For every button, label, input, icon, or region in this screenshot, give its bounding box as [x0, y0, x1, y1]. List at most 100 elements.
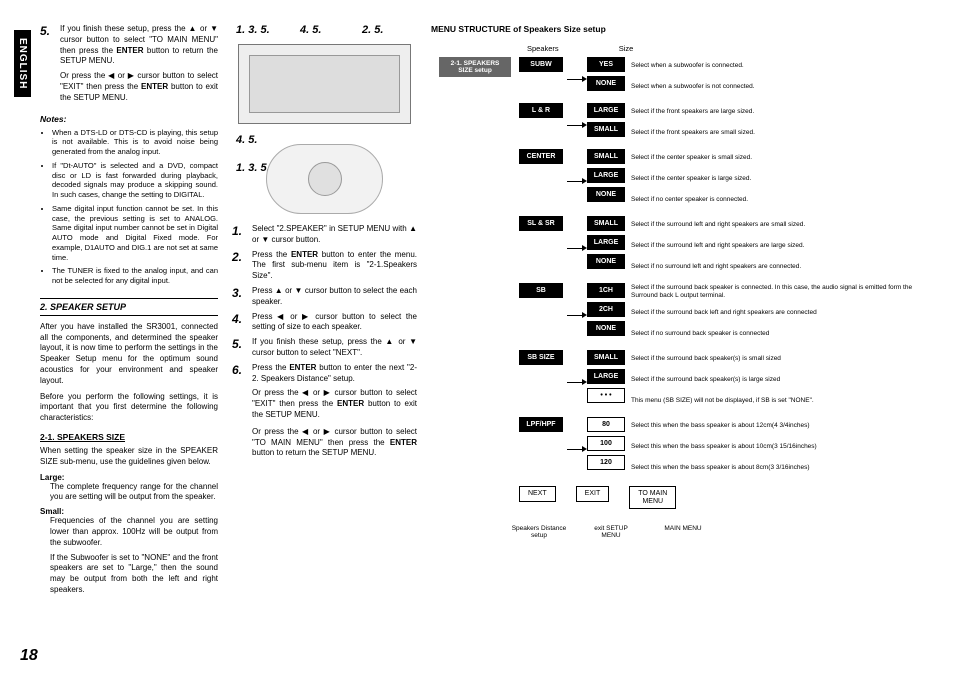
definition-body: If the Subwoofer is set to "NONE" and th… — [50, 553, 218, 596]
flow-option: 100 — [587, 436, 625, 451]
arrow-icon — [567, 449, 587, 450]
flow-option: LARGE — [587, 235, 625, 250]
step: 6.Press the ENTER button to enter the ne… — [232, 363, 417, 385]
step-number: 3. — [232, 286, 252, 300]
note-item: When a DTS-LD or DTS-CD is playing, this… — [52, 128, 218, 157]
nav-exit: EXIT — [576, 486, 610, 502]
or-text: Or press the ◀ or ▶ cursor button to sel… — [60, 71, 218, 103]
flow-group: SB1CH2CHNONESelect if the surround back … — [439, 283, 936, 342]
flow-desc: Select if the center speaker is small si… — [631, 149, 936, 166]
flow-desc: Select if the surround back speaker(s) i… — [631, 350, 936, 367]
flow-root: 2-1. SPEAKERS SIZE setup — [439, 57, 511, 77]
flow-group: LPF/HPF 80 100 120 Select this when the bass… — [439, 417, 936, 476]
flow-option: YES — [587, 57, 625, 72]
section-heading: 2. SPEAKER SETUP — [40, 298, 218, 316]
column-1: 5. If you finish these setup, press the … — [18, 24, 218, 600]
definition-body: Frequencies of the channel you are setti… — [50, 516, 218, 548]
page: 5. If you finish these setup, press the … — [0, 0, 954, 610]
step: 3.Press ▲ or ▼ cursor button to select t… — [232, 286, 417, 308]
flow-menu: SL & SR — [519, 216, 563, 231]
flow-option: SMALL — [587, 122, 625, 137]
flow-option: 120 — [587, 455, 625, 470]
notes-heading: Notes: — [40, 114, 218, 124]
flow-desc: Select if the surround back left and rig… — [631, 304, 936, 321]
flow-group: L & R LARGE SMALL Select if the front speak… — [439, 103, 936, 141]
diagram-label: 1. 3. 5. — [236, 162, 270, 174]
flow-desc: Select if no surround back speaker is co… — [631, 325, 936, 342]
flow-desc: This menu (SB SIZE) will not be displaye… — [631, 392, 936, 409]
flow-groups: 2-1. SPEAKERS SIZE setupSUBWYESNONESelec… — [439, 57, 936, 476]
flow-title: MENU STRUCTURE of Speakers Size setup — [431, 24, 936, 34]
step-number: 5. — [232, 337, 252, 351]
flow-headers: Speakers Size — [527, 44, 936, 53]
note-item: The TUNER is fixed to the analog input, … — [52, 266, 218, 286]
flow-desc: Select this when the bass speaker is abo… — [631, 438, 936, 455]
flow-header: Speakers — [527, 44, 559, 53]
nav-label: Speakers Distance setup — [509, 525, 569, 539]
arrow-icon — [567, 181, 587, 182]
flow-menu: SB — [519, 283, 563, 298]
step-text: If you finish these setup, press the ▲ o… — [60, 24, 218, 67]
flow-option: 1CH — [587, 283, 625, 298]
flow-option: NONE — [587, 76, 625, 91]
flow-option: LARGE — [587, 103, 625, 118]
flow-option: • • • — [587, 388, 625, 403]
flow-menu: LPF/HPF — [519, 417, 563, 432]
column-3: MENU STRUCTURE of Speakers Size setup Sp… — [431, 24, 936, 600]
steps-list: 1.Select "2.SPEAKER" in SETUP MENU with … — [232, 224, 417, 384]
definition-body: The complete frequency range for the cha… — [50, 482, 218, 504]
flow-header: Size — [619, 44, 634, 53]
step-number: 6. — [232, 363, 252, 377]
step: 5.If you finish these setup, press the ▲… — [232, 337, 417, 359]
step: 2.Press the ENTER button to enter the me… — [232, 250, 417, 282]
flow-menu: CENTER — [519, 149, 563, 164]
flow-group: 2-1. SPEAKERS SIZE setupSUBWYESNONESelec… — [439, 57, 936, 95]
nav-main: TO MAIN MENU — [629, 486, 676, 509]
step-text: Select "2.SPEAKER" in SETUP MENU with ▲ … — [252, 224, 417, 246]
flow-menu: L & R — [519, 103, 563, 118]
flow-option: LARGE — [587, 168, 625, 183]
nav-labels: Speakers Distance setup exit SETUP MENU … — [509, 525, 936, 539]
step-number: 5. — [40, 24, 60, 38]
step-number: 1. — [232, 224, 252, 238]
step-text: If you finish these setup, press the ▲ o… — [252, 337, 417, 359]
step-text: Press ◀ or ▶ cursor button to select the… — [252, 312, 417, 334]
flow-desc: Select if the surround left and right sp… — [631, 237, 936, 254]
flow-desc: Select if the front speakers are small s… — [631, 124, 936, 141]
arrow-icon — [567, 79, 587, 80]
step-text: Press the ENTER button to enter the next… — [252, 363, 417, 385]
device-panel — [249, 55, 400, 113]
diagram-label: 4. 5. — [236, 134, 257, 146]
flow-group: CENTERSMALLLARGENONESelect if the center… — [439, 149, 936, 208]
flow-option: 2CH — [587, 302, 625, 317]
nav-label: MAIN MENU — [653, 525, 713, 539]
flow-desc: Select if no center speaker is connected… — [631, 191, 936, 208]
flow-desc: Select this when the bass speaker is abo… — [631, 459, 936, 476]
flow-desc: Select if the surround left and right sp… — [631, 216, 936, 233]
flowchart: Speakers Size 2-1. SPEAKERS SIZE setupSU… — [439, 44, 936, 539]
flow-option: SMALL — [587, 350, 625, 365]
nav-row: NEXT EXIT TO MAIN MENU — [519, 486, 936, 509]
nav-label: exit SETUP MENU — [581, 525, 641, 539]
step-5: 5. If you finish these setup, press the … — [40, 24, 218, 67]
subsection-heading: 2-1. SPEAKERS SIZE — [40, 432, 218, 442]
diagram-label: 4. 5. — [300, 24, 321, 36]
arrow-icon — [567, 248, 587, 249]
flow-desc: Select if the surround back speaker is c… — [631, 283, 936, 300]
step-number: 2. — [232, 250, 252, 264]
notes-list: When a DTS-LD or DTS-CD is playing, this… — [40, 128, 218, 286]
flow-desc: Select when a subwoofer is not connected… — [631, 78, 936, 95]
tail-text: Or press the ◀ or ▶ cursor button to sel… — [252, 427, 417, 459]
flow-desc: Select if no surround left and right spe… — [631, 258, 936, 275]
flow-desc: Select if the front speakers are large s… — [631, 103, 936, 120]
step-text: Press the ENTER button to enter the menu… — [252, 250, 417, 282]
diagram-label: 1. 3. 5. — [236, 24, 270, 36]
flow-desc: Select this when the bass speaker is abo… — [631, 417, 936, 434]
flow-desc: Select if the center speaker is large si… — [631, 170, 936, 187]
flow-menu: SB SIZE — [519, 350, 563, 365]
flow-option: 80 — [587, 417, 625, 432]
paragraph: After you have installed the SR3001, con… — [40, 322, 218, 387]
paragraph: When setting the speaker size in the SPE… — [40, 446, 218, 468]
arrow-icon — [567, 125, 587, 126]
flow-option: LARGE — [587, 369, 625, 384]
